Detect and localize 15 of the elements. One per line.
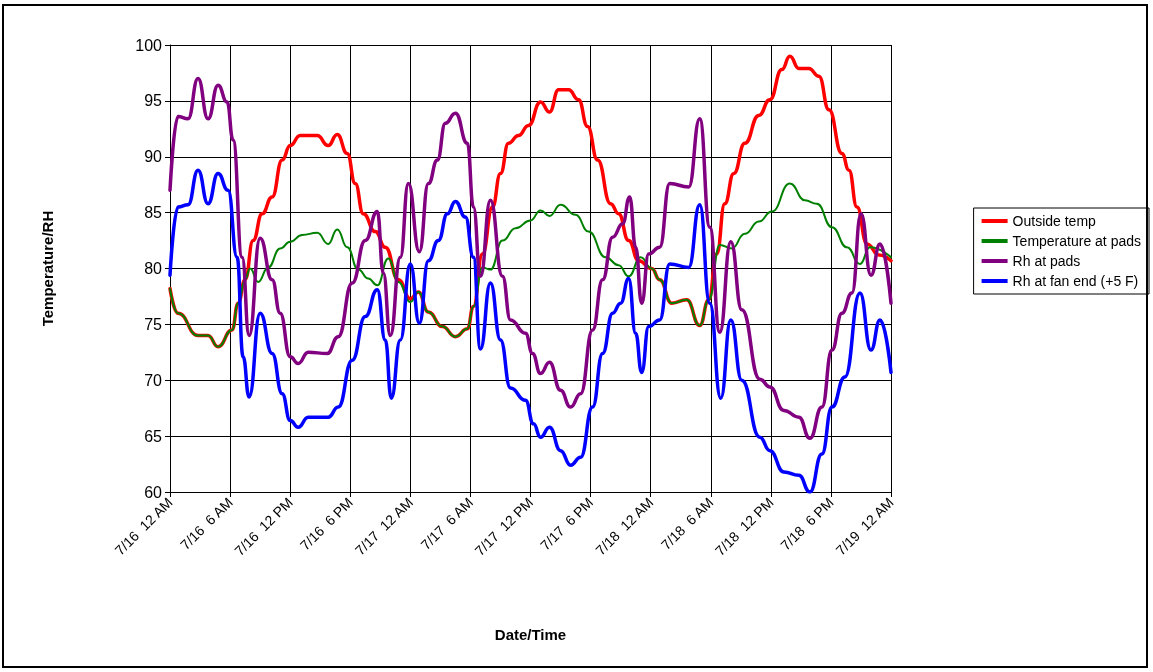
y-tick-label: 100 bbox=[135, 36, 163, 54]
y-tick-label: 70 bbox=[144, 371, 163, 389]
y-tick-label: 90 bbox=[144, 148, 163, 166]
y-axis-title: Temperature/RH bbox=[39, 210, 56, 327]
x-axis-title: Date/Time bbox=[494, 626, 567, 643]
y-tick-label: 75 bbox=[144, 315, 163, 333]
y-tick-label: 95 bbox=[144, 92, 163, 110]
y-tick-label: 85 bbox=[144, 204, 163, 222]
legend-label: Outside temp bbox=[1012, 213, 1097, 229]
legend-label: Temperature at pads bbox=[1012, 233, 1141, 249]
legend-label: Rh at fan end (+5 F) bbox=[1012, 273, 1139, 289]
y-tick-label: 65 bbox=[144, 427, 163, 445]
legend-label: Rh at pads bbox=[1012, 253, 1081, 269]
y-tick-label: 60 bbox=[144, 483, 163, 501]
y-tick-label: 80 bbox=[144, 260, 163, 277]
